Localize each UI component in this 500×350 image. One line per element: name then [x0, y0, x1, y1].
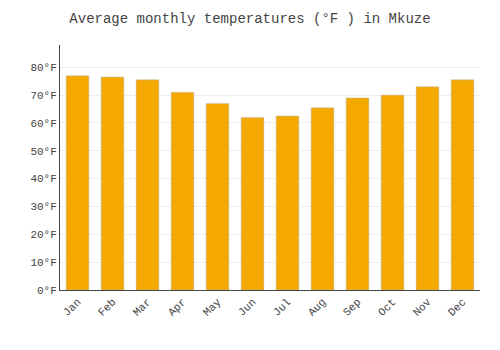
svg-text:80°F: 80°F: [30, 62, 56, 74]
svg-text:Mar: Mar: [131, 296, 153, 318]
svg-text:Average monthly temperatures (: Average monthly temperatures (°F ) in Mk…: [69, 11, 430, 27]
svg-text:60°F: 60°F: [30, 118, 56, 130]
svg-text:Oct: Oct: [376, 296, 398, 318]
svg-text:10°F: 10°F: [30, 257, 56, 269]
svg-text:20°F: 20°F: [30, 229, 56, 241]
svg-text:Jun: Jun: [236, 296, 258, 318]
svg-text:Jan: Jan: [61, 296, 83, 318]
svg-text:Apr: Apr: [166, 296, 188, 318]
svg-text:Jul: Jul: [271, 296, 293, 318]
svg-text:Sep: Sep: [341, 296, 363, 318]
svg-text:May: May: [201, 296, 224, 319]
svg-text:70°F: 70°F: [30, 90, 56, 102]
svg-text:30°F: 30°F: [30, 201, 56, 213]
svg-text:0°F: 0°F: [37, 285, 57, 297]
svg-text:40°F: 40°F: [30, 173, 56, 185]
svg-text:Nov: Nov: [411, 296, 434, 319]
svg-text:Dec: Dec: [446, 296, 468, 318]
svg-text:Feb: Feb: [96, 296, 118, 318]
svg-text:50°F: 50°F: [30, 146, 56, 158]
svg-text:Aug: Aug: [306, 296, 328, 318]
